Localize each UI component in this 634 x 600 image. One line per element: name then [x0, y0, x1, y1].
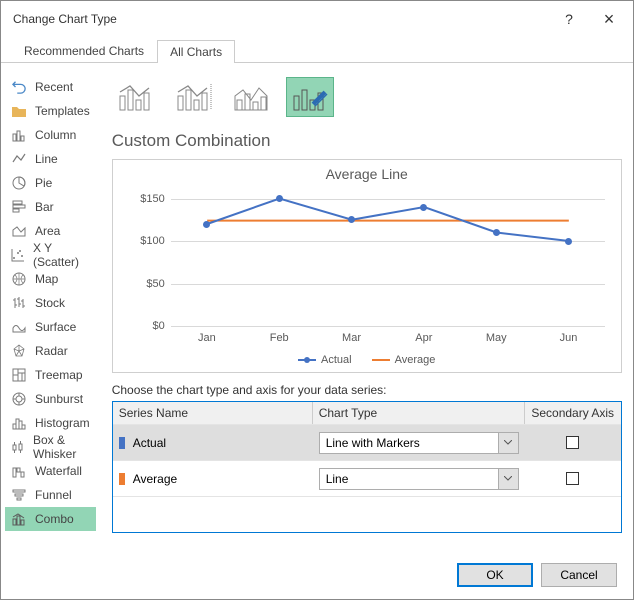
- pie-icon: [11, 175, 27, 191]
- sidebar-item-radar[interactable]: Radar: [5, 339, 96, 363]
- sidebar-item-templates[interactable]: Templates: [5, 99, 96, 123]
- section-title: Custom Combination: [112, 131, 622, 151]
- combo-subtype-2[interactable]: [170, 77, 218, 117]
- chart-type-dropdown[interactable]: Line with Markers: [319, 432, 519, 454]
- chevron-down-icon[interactable]: [498, 433, 518, 453]
- tab-recommended[interactable]: Recommended Charts: [11, 39, 157, 62]
- combo-subtype-custom[interactable]: [286, 77, 334, 117]
- sidebar-item-bar[interactable]: Bar: [5, 195, 96, 219]
- chart-type-sidebar: Recent Templates Column Line Pie Bar Are…: [1, 63, 100, 541]
- series-swatch: [119, 473, 125, 485]
- area-icon: [11, 223, 27, 239]
- stock-icon: [11, 295, 27, 311]
- chart-preview: Average Line $0$50$100$150JanFebMarAprMa…: [112, 159, 622, 373]
- surface-icon: [11, 319, 27, 335]
- sidebar-item-line[interactable]: Line: [5, 147, 96, 171]
- funnel-icon: [11, 487, 27, 503]
- series-header: Series Name Chart Type Secondary Axis: [113, 402, 621, 424]
- sidebar-item-pie[interactable]: Pie: [5, 171, 96, 195]
- series-row[interactable]: Actual Line with Markers: [113, 424, 621, 460]
- secondary-axis-checkbox[interactable]: [566, 472, 579, 485]
- plot-area: $0$50$100$150JanFebMarAprMayJun: [171, 190, 605, 326]
- combo-subtype-3[interactable]: [228, 77, 276, 117]
- sidebar-item-column[interactable]: Column: [5, 123, 96, 147]
- chart-legend: Actual Average: [113, 354, 621, 366]
- scatter-icon: [11, 247, 25, 263]
- window-title: Change Chart Type: [13, 12, 117, 26]
- series-name: Actual: [113, 436, 313, 450]
- help-button[interactable]: ?: [549, 3, 589, 35]
- sunburst-icon: [11, 391, 27, 407]
- sidebar-item-map[interactable]: Map: [5, 267, 96, 291]
- sidebar-item-funnel[interactable]: Funnel: [5, 483, 96, 507]
- series-blank-row: [113, 496, 621, 532]
- sidebar-item-scatter[interactable]: X Y (Scatter): [5, 243, 96, 267]
- map-icon: [11, 271, 27, 287]
- combo-subtype-1[interactable]: [112, 77, 160, 117]
- sidebar-item-stock[interactable]: Stock: [5, 291, 96, 315]
- sidebar-item-boxwhisker[interactable]: Box & Whisker: [5, 435, 96, 459]
- cancel-button[interactable]: Cancel: [541, 563, 617, 587]
- series-table: Series Name Chart Type Secondary Axis Ac…: [112, 401, 622, 533]
- undo-icon: [11, 79, 27, 95]
- chart-type-dropdown[interactable]: Line: [319, 468, 519, 490]
- series-instruction: Choose the chart type and axis for your …: [112, 383, 622, 397]
- sidebar-item-waterfall[interactable]: Waterfall: [5, 459, 96, 483]
- chart-title: Average Line: [113, 160, 621, 182]
- main-panel: Custom Combination Average Line $0$50$10…: [100, 63, 634, 541]
- secondary-axis-checkbox[interactable]: [566, 436, 579, 449]
- sidebar-item-area[interactable]: Area: [5, 219, 96, 243]
- series-name: Average: [113, 472, 313, 486]
- tabs: Recommended Charts All Charts: [1, 37, 633, 63]
- sidebar-item-histogram[interactable]: Histogram: [5, 411, 96, 435]
- sidebar-item-combo[interactable]: Combo: [5, 507, 96, 531]
- boxwhisker-icon: [11, 439, 25, 455]
- folder-icon: [11, 103, 27, 119]
- dialog-body: Recent Templates Column Line Pie Bar Are…: [1, 63, 633, 541]
- legend-average: Average: [372, 354, 436, 366]
- sidebar-item-sunburst[interactable]: Sunburst: [5, 387, 96, 411]
- chevron-down-icon[interactable]: [498, 469, 518, 489]
- bar-icon: [11, 199, 27, 215]
- dialog-footer: OK Cancel: [1, 551, 633, 599]
- radar-icon: [11, 343, 27, 359]
- series-swatch: [119, 437, 125, 449]
- sidebar-item-surface[interactable]: Surface: [5, 315, 96, 339]
- combo-subtypes: [112, 77, 622, 117]
- waterfall-icon: [11, 463, 27, 479]
- sidebar-item-treemap[interactable]: Treemap: [5, 363, 96, 387]
- column-icon: [11, 127, 27, 143]
- treemap-icon: [11, 367, 27, 383]
- legend-actual: Actual: [298, 354, 352, 366]
- sidebar-item-recent[interactable]: Recent: [5, 75, 96, 99]
- ok-button[interactable]: OK: [457, 563, 533, 587]
- series-row[interactable]: Average Line: [113, 460, 621, 496]
- line-icon: [11, 151, 27, 167]
- histogram-icon: [11, 415, 27, 431]
- tab-all-charts[interactable]: All Charts: [157, 40, 235, 63]
- close-button[interactable]: ×: [589, 3, 629, 35]
- combo-icon: [11, 511, 27, 527]
- titlebar: Change Chart Type ? ×: [1, 1, 633, 37]
